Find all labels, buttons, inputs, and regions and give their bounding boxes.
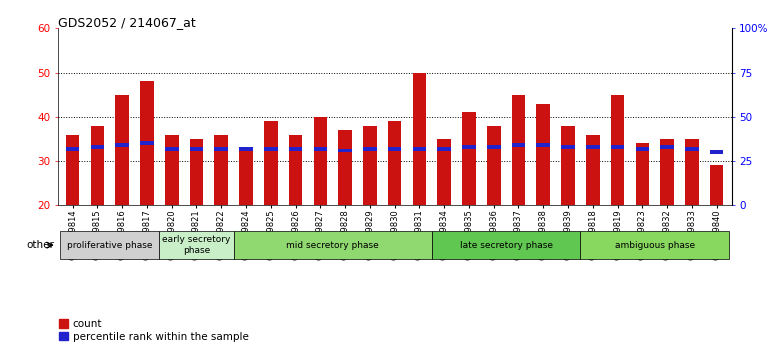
Text: ambiguous phase: ambiguous phase [614, 241, 695, 250]
Bar [487, 126, 500, 205]
Bar [289, 135, 303, 205]
Bar [239, 148, 253, 205]
Bar [611, 145, 624, 149]
Bar [462, 113, 476, 205]
Bar [159, 231, 233, 259]
Bar [561, 126, 575, 205]
Bar [264, 147, 278, 151]
Bar [363, 126, 377, 205]
Bar [140, 81, 154, 205]
Bar [437, 139, 451, 205]
Bar [60, 231, 159, 259]
Bar [313, 117, 327, 205]
Bar [239, 147, 253, 151]
Bar [661, 145, 674, 149]
Bar [685, 147, 698, 151]
Bar [289, 147, 303, 151]
Bar [611, 95, 624, 205]
Bar [437, 147, 451, 151]
Bar [65, 147, 79, 151]
Bar [214, 147, 228, 151]
Bar [165, 147, 179, 151]
Bar [189, 147, 203, 151]
Text: early secretory
phase: early secretory phase [162, 235, 231, 255]
Bar [413, 73, 427, 205]
Bar [432, 231, 581, 259]
Bar [233, 231, 432, 259]
Bar [537, 143, 550, 147]
Legend: count, percentile rank within the sample: count, percentile rank within the sample [59, 319, 249, 342]
Bar [116, 143, 129, 147]
Bar [511, 143, 525, 147]
Bar [189, 139, 203, 205]
Bar [537, 104, 550, 205]
Text: mid secretory phase: mid secretory phase [286, 241, 379, 250]
Bar [388, 147, 401, 151]
Bar [214, 135, 228, 205]
Bar [165, 135, 179, 205]
Bar [561, 145, 575, 149]
Bar [581, 231, 729, 259]
Text: proliferative phase: proliferative phase [67, 241, 152, 250]
Bar [635, 143, 649, 205]
Bar [264, 121, 278, 205]
Bar [462, 145, 476, 149]
Bar [586, 145, 600, 149]
Bar [661, 139, 674, 205]
Text: other: other [26, 240, 54, 250]
Bar [388, 121, 401, 205]
Bar [65, 135, 79, 205]
Bar [710, 166, 724, 205]
Bar [140, 141, 154, 145]
Bar [116, 95, 129, 205]
Bar [363, 147, 377, 151]
Bar [710, 150, 724, 154]
Text: GDS2052 / 214067_at: GDS2052 / 214067_at [58, 16, 196, 29]
Bar [586, 135, 600, 205]
Bar [685, 139, 698, 205]
Bar [487, 145, 500, 149]
Bar [635, 147, 649, 151]
Bar [338, 149, 352, 153]
Text: late secretory phase: late secretory phase [460, 241, 553, 250]
Bar [91, 126, 104, 205]
Bar [338, 130, 352, 205]
Bar [511, 95, 525, 205]
Bar [91, 145, 104, 149]
Bar [413, 147, 427, 151]
Bar [313, 147, 327, 151]
